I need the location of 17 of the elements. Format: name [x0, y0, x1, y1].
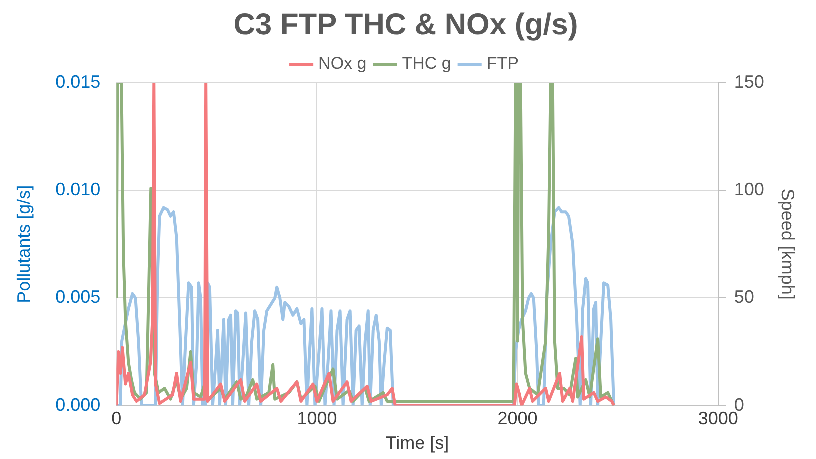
- y-tick-label: 0.010: [56, 180, 101, 200]
- legend-label: NOx g: [318, 54, 367, 74]
- legend-label: FTP: [486, 54, 519, 74]
- y-tick-label: 0.000: [56, 394, 101, 415]
- y2-tick-label: 100: [734, 180, 764, 200]
- y-tick-label: 0.015: [56, 72, 101, 92]
- chart-title: C3 FTP THC & NOx (g/s): [234, 8, 578, 42]
- x-tick-label: 0: [112, 408, 122, 429]
- y2-tick-label: 50: [734, 287, 754, 308]
- legend-label: THC g: [402, 54, 452, 74]
- x-tick-label: 1000: [297, 408, 338, 429]
- x-axis-title: Time [s]: [386, 433, 450, 454]
- y-axis-title: Pollutants [g/s]: [14, 185, 34, 304]
- y2-tick-label: 150: [734, 72, 764, 92]
- y2-axis-title: Speed [kmph]: [778, 188, 798, 300]
- y-tick-label: 0.005: [56, 287, 101, 308]
- x-tick-label: 2000: [498, 408, 538, 429]
